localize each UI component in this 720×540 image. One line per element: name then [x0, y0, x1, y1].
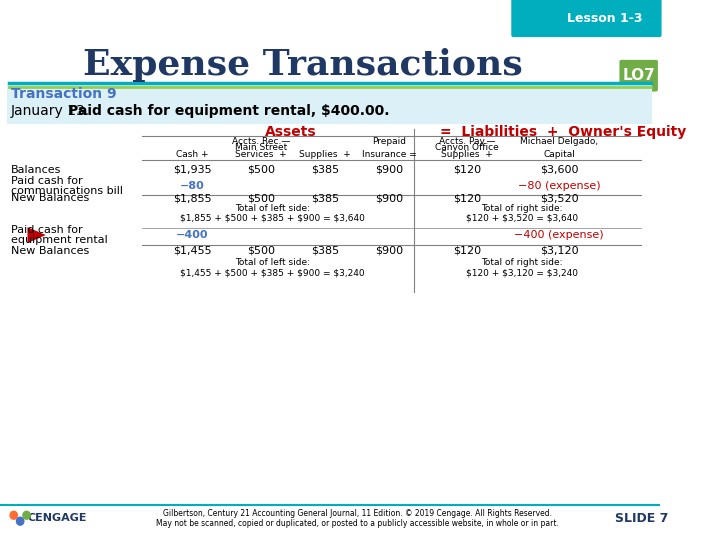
- Text: $500: $500: [247, 246, 275, 256]
- Circle shape: [17, 517, 24, 525]
- Text: Canyon Office: Canyon Office: [436, 144, 499, 152]
- Text: $900: $900: [375, 193, 403, 204]
- Text: Total of right side:: Total of right side:: [482, 204, 563, 213]
- Text: Supplies  +: Supplies +: [441, 150, 493, 159]
- Text: $1,455: $1,455: [173, 246, 212, 256]
- Text: Total of left side:: Total of left side:: [235, 204, 310, 213]
- Text: $120: $120: [454, 165, 482, 175]
- Text: $500: $500: [247, 165, 275, 175]
- Text: Gilbertson, Century 21 Accounting General Journal, 11 Edition. © 2019 Cengage. A: Gilbertson, Century 21 Accounting Genera…: [156, 509, 559, 528]
- Text: equipment rental: equipment rental: [11, 235, 108, 245]
- Text: Prepaid: Prepaid: [372, 137, 406, 145]
- Text: $120 + $3,120 = $3,240: $120 + $3,120 = $3,240: [467, 268, 578, 277]
- Text: Michael Delgado,: Michael Delgado,: [520, 137, 598, 145]
- Text: $1,855 + $500 + $385 + $900 = $3,640: $1,855 + $500 + $385 + $900 = $3,640: [180, 214, 365, 222]
- Text: New Balances: New Balances: [11, 193, 89, 204]
- Text: $1,455 + $500 + $385 + $900 = $3,240: $1,455 + $500 + $385 + $900 = $3,240: [180, 268, 365, 277]
- FancyBboxPatch shape: [7, 85, 652, 124]
- Text: Paid cash for: Paid cash for: [11, 176, 83, 186]
- Text: Cash +: Cash +: [176, 150, 209, 159]
- Polygon shape: [27, 227, 46, 243]
- Text: SLIDE 7: SLIDE 7: [615, 512, 668, 525]
- Text: Assets: Assets: [265, 125, 317, 139]
- Text: $3,120: $3,120: [540, 246, 578, 256]
- Text: New Balances: New Balances: [11, 246, 89, 256]
- Circle shape: [23, 511, 30, 519]
- Text: January 13.: January 13.: [11, 104, 99, 118]
- Text: Transaction 9: Transaction 9: [11, 87, 117, 102]
- Text: Insurance =: Insurance =: [362, 150, 417, 159]
- Text: $3,520: $3,520: [540, 193, 578, 204]
- Text: Total of left side:: Total of left side:: [235, 258, 310, 267]
- Circle shape: [10, 511, 17, 519]
- Text: $120: $120: [454, 193, 482, 204]
- Text: Capital: Capital: [543, 150, 575, 159]
- Text: −400 (expense): −400 (expense): [514, 230, 604, 240]
- Text: =  Liabilities  +  Owner's Equity: = Liabilities + Owner's Equity: [440, 125, 686, 139]
- Text: Accts. Rec.—: Accts. Rec.—: [232, 137, 290, 145]
- Text: $900: $900: [375, 165, 403, 175]
- Text: LO7: LO7: [622, 68, 655, 83]
- Text: −400: −400: [176, 230, 209, 240]
- Text: $3,600: $3,600: [540, 165, 578, 175]
- FancyBboxPatch shape: [619, 60, 658, 91]
- Text: communications bill: communications bill: [11, 186, 123, 195]
- Text: $120: $120: [454, 246, 482, 256]
- Text: $385: $385: [311, 193, 339, 204]
- Text: $1,855: $1,855: [173, 193, 212, 204]
- Text: Supplies  +: Supplies +: [300, 150, 351, 159]
- Text: $1,935: $1,935: [173, 165, 212, 175]
- Text: Total of right side:: Total of right side:: [482, 258, 563, 267]
- Text: $900: $900: [375, 246, 403, 256]
- Text: $385: $385: [311, 246, 339, 256]
- Text: Balances: Balances: [11, 165, 61, 175]
- Text: Lesson 1-3: Lesson 1-3: [567, 12, 642, 25]
- Text: −80 (expense): −80 (expense): [518, 180, 600, 191]
- Text: $385: $385: [311, 165, 339, 175]
- Text: Main Street: Main Street: [235, 144, 287, 152]
- Text: CENGAGE: CENGAGE: [27, 513, 86, 523]
- Text: Services  +: Services +: [235, 150, 287, 159]
- Text: $120 + $3,520 = $3,640: $120 + $3,520 = $3,640: [467, 214, 578, 222]
- FancyBboxPatch shape: [511, 0, 662, 37]
- Text: Accts. Pay.—: Accts. Pay.—: [439, 137, 495, 145]
- Text: $500: $500: [247, 193, 275, 204]
- Text: Paid cash for: Paid cash for: [11, 225, 83, 235]
- Text: −80: −80: [180, 180, 204, 191]
- Text: Expense Transactions: Expense Transactions: [83, 48, 522, 82]
- Text: Paid cash for equipment rental, $400.00.: Paid cash for equipment rental, $400.00.: [68, 104, 390, 118]
